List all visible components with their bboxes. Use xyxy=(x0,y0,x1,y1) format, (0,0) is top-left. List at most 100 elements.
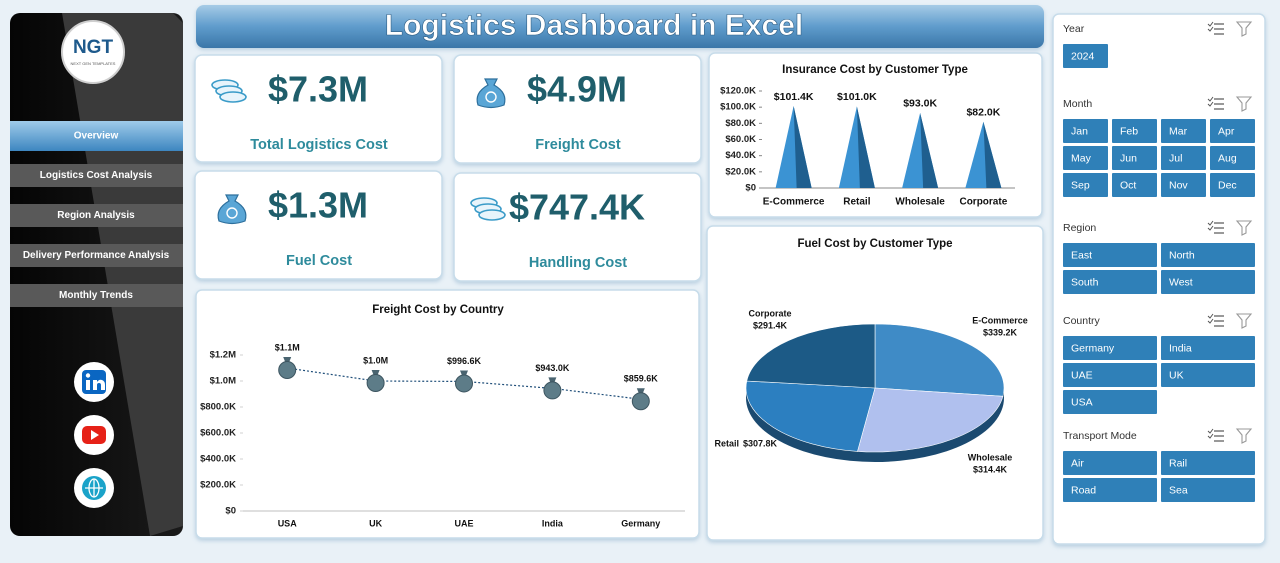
slicer-item: Mar xyxy=(1169,125,1188,137)
insurance-panel xyxy=(708,52,1043,218)
money-bag-icon xyxy=(217,194,247,225)
x-tick-label: E-Commerce xyxy=(763,197,825,208)
slicer-button[interactable] xyxy=(1063,119,1108,143)
slicer-item: UAE xyxy=(1071,369,1093,381)
marker xyxy=(455,374,473,393)
value-label: $859.6K xyxy=(624,374,659,384)
slice-value: $339.2K xyxy=(983,327,1018,337)
clear-filter-icon[interactable] xyxy=(1235,96,1253,112)
slicer-button[interactable] xyxy=(1161,119,1206,143)
slicer-button[interactable] xyxy=(1063,478,1157,502)
slicer-item: Sep xyxy=(1071,179,1090,191)
slicer-button[interactable] xyxy=(1063,173,1108,197)
slice-category: E-Commerce xyxy=(972,315,1028,325)
nav-label: Overview xyxy=(74,131,119,142)
slicer-item: Dec xyxy=(1218,179,1237,191)
y-tick-label: $120.0K xyxy=(720,86,756,97)
slicer-button[interactable] xyxy=(1161,363,1255,387)
slicer-item: Oct xyxy=(1120,179,1136,191)
multiselect-icon[interactable] xyxy=(1207,220,1214,231)
slicer-button[interactable] xyxy=(1210,173,1255,197)
y-tick-label: $0 xyxy=(225,506,236,517)
slicer-item: USA xyxy=(1071,396,1093,408)
slicer-button[interactable] xyxy=(1161,451,1255,475)
logo-text: NGT xyxy=(73,37,114,58)
cone-shade xyxy=(793,106,812,188)
youtube-glyph xyxy=(91,430,99,440)
slicer-button[interactable] xyxy=(1161,270,1255,294)
slicer-button[interactable] xyxy=(1161,146,1206,170)
slicer-item: 2024 xyxy=(1071,50,1095,62)
slicer-button[interactable] xyxy=(1112,146,1157,170)
slicer-title: Year xyxy=(1063,23,1085,35)
clear-filter-icon[interactable] xyxy=(1235,428,1253,444)
chart-title: Freight Cost by Country xyxy=(372,304,504,316)
kpi-value: $1.3M xyxy=(268,185,368,226)
slicer-button[interactable] xyxy=(1063,363,1157,387)
dashboard-title: Logistics Dashboard in Excel xyxy=(385,9,803,42)
kpi-label: Handling Cost xyxy=(529,255,627,271)
freight-panel xyxy=(195,289,700,539)
marker xyxy=(631,392,650,411)
pie-slice xyxy=(745,380,876,452)
x-tick-label: Wholesale xyxy=(895,197,945,208)
slicer-button[interactable] xyxy=(1161,478,1255,502)
slicer-button[interactable] xyxy=(1161,336,1255,360)
multiselect-icon[interactable] xyxy=(1207,428,1214,439)
nav-button[interactable] xyxy=(10,121,183,151)
slicer-item: Jun xyxy=(1120,152,1137,164)
slicer-title: Country xyxy=(1063,315,1101,327)
value-label: $82.0K xyxy=(966,106,1000,118)
money-bag-icon xyxy=(226,207,238,219)
nav-button[interactable] xyxy=(10,164,183,187)
logo-tagline: NEXT GEN TEMPLATES xyxy=(71,61,116,66)
slicer-button[interactable] xyxy=(1063,390,1157,414)
y-tick-label: $800.0K xyxy=(200,402,236,413)
slice-category: Retail xyxy=(714,438,739,448)
clear-filter-icon[interactable] xyxy=(1235,220,1253,236)
slice-value: $314.4K xyxy=(973,464,1008,474)
slicer-item: May xyxy=(1071,152,1092,164)
nav-button[interactable] xyxy=(10,284,183,307)
slicer-button[interactable] xyxy=(1063,146,1108,170)
kpi-card xyxy=(194,54,443,163)
slicer-item: East xyxy=(1071,249,1092,261)
clear-filter-icon[interactable] xyxy=(1235,21,1253,37)
chart-title: Insurance Cost by Customer Type xyxy=(782,64,968,76)
multiselect-icon[interactable] xyxy=(1207,313,1214,324)
slicer-item: Feb xyxy=(1120,125,1138,137)
y-tick-label: $1.0M xyxy=(210,376,236,387)
slicer-button[interactable] xyxy=(1112,119,1157,143)
slicer-button[interactable] xyxy=(1063,451,1157,475)
value-label: $101.4K xyxy=(774,91,814,103)
slicer-button[interactable] xyxy=(1063,44,1108,68)
slicer-button[interactable] xyxy=(1063,270,1157,294)
kpi-card xyxy=(194,170,443,280)
value-label: $1.1M xyxy=(275,342,300,352)
y-tick-label: $40.0K xyxy=(725,150,756,161)
clear-filter-icon[interactable] xyxy=(1235,313,1253,329)
slicer-button[interactable] xyxy=(1210,146,1255,170)
slicer-item: Germany xyxy=(1071,342,1115,354)
multiselect-icon[interactable] xyxy=(1207,96,1214,107)
x-tick-label: Corporate xyxy=(959,197,1007,208)
slicer-item: Apr xyxy=(1218,125,1235,137)
multiselect-icon[interactable] xyxy=(1207,21,1214,32)
slicer-button[interactable] xyxy=(1210,119,1255,143)
slicer-button[interactable] xyxy=(1063,336,1157,360)
coin-icon xyxy=(478,209,506,221)
nav-button[interactable] xyxy=(10,204,183,227)
slicer-button[interactable] xyxy=(1063,243,1157,267)
value-label: $93.0K xyxy=(903,98,937,110)
chart-title: Fuel Cost by Customer Type xyxy=(797,238,952,250)
nav-button[interactable] xyxy=(10,244,183,267)
marker-bag-top xyxy=(548,377,557,383)
slicer-button[interactable] xyxy=(1112,173,1157,197)
slicer-button[interactable] xyxy=(1161,173,1206,197)
slicer-title: Month xyxy=(1063,98,1092,110)
x-tick-label: Retail xyxy=(843,197,870,208)
kpi-value: $7.3M xyxy=(268,69,368,110)
slicer-button[interactable] xyxy=(1161,243,1255,267)
y-tick-label: $100.0K xyxy=(720,102,756,113)
